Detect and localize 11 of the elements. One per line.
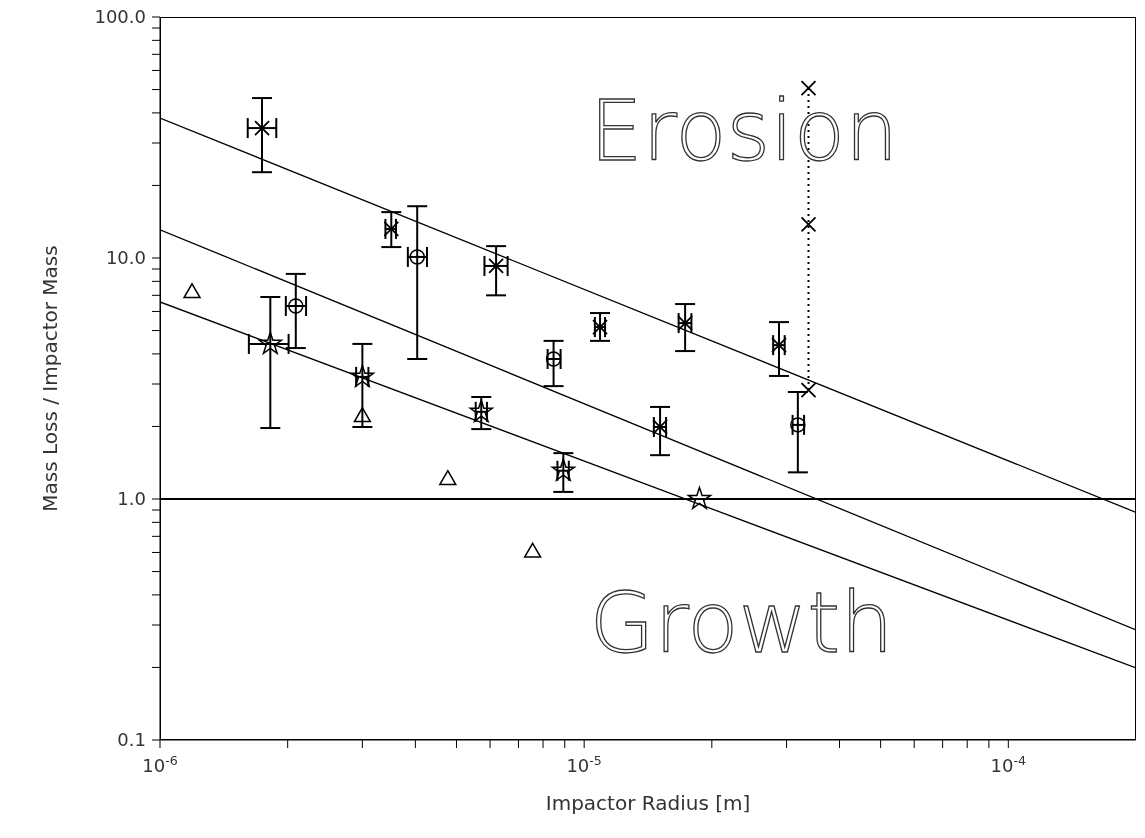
x-tick-label: 10$^{-6}$ [142, 752, 178, 776]
annotation: Growth [589, 573, 894, 672]
y-tick-label: 100.0 [94, 6, 146, 27]
y-tick-label: 10.0 [105, 247, 146, 268]
y-tick-label: 0.1 [117, 729, 146, 750]
y-tick-label: 1.0 [117, 488, 146, 509]
y-axis-title: Mass Loss / Impactor Mass [38, 245, 63, 512]
annotation: Erosion [589, 82, 899, 181]
x-tick-label: 10$^{-5}$ [566, 752, 602, 776]
x-axis-title: Impactor Radius [m] [545, 791, 751, 815]
x-tick-label: 10$^{-4}$ [990, 752, 1027, 776]
